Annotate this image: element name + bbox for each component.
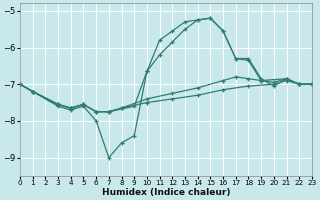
- X-axis label: Humidex (Indice chaleur): Humidex (Indice chaleur): [102, 188, 230, 197]
